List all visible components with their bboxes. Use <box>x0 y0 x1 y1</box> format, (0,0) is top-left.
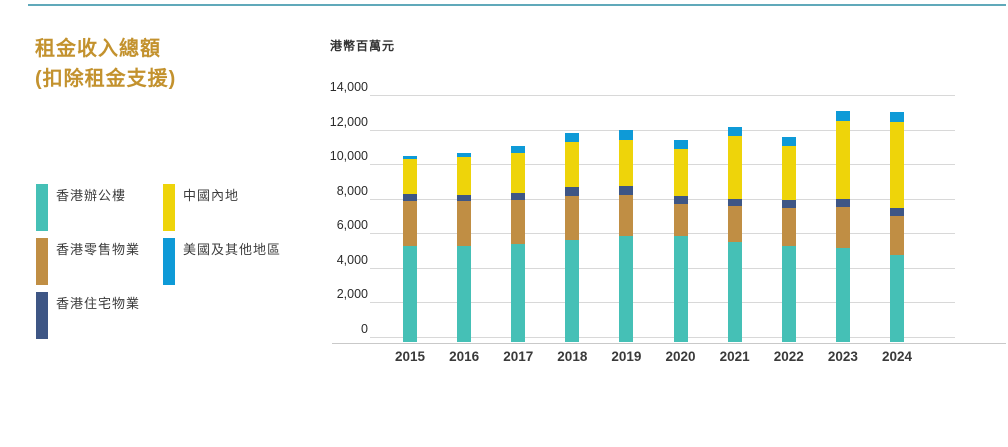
legend-label-retail: 香港零售物業 <box>56 242 141 257</box>
chart-title-line1: 租金收入總額 <box>35 38 161 60</box>
gridline-2,000 <box>370 302 955 304</box>
legend-swatch-office <box>36 184 48 231</box>
bar-segment-us-others-2022 <box>781 137 796 146</box>
bar-segment-retail-2021 <box>727 206 742 242</box>
y-tick-label: 4,000 <box>336 252 368 267</box>
y-tick-label: 2,000 <box>336 287 368 302</box>
bar-segment-us-others-2019 <box>619 129 634 140</box>
bar-segment-us-others-2024 <box>889 112 904 123</box>
y-tick-label: 10,000 <box>329 149 368 164</box>
bar-segment-mainland-2019 <box>619 139 634 187</box>
bar-segment-retail-2022 <box>781 207 796 246</box>
bar-segment-residential-2021 <box>727 198 742 207</box>
bar-segment-us-others-2021 <box>727 126 742 137</box>
bar-segment-retail-2018 <box>565 195 580 241</box>
chart-title: 租金收入總額 (扣除租金支援) <box>35 34 176 94</box>
bar-segment-us-others-2015 <box>403 156 417 159</box>
bar-segment-us-others-2016 <box>457 153 472 157</box>
y-tick-label: 0 <box>361 322 368 336</box>
bar-segment-retail-2020 <box>673 203 688 237</box>
bar-segment-retail-2019 <box>619 194 634 237</box>
bar-segment-residential-2023 <box>835 198 850 207</box>
legend-label-residential: 香港住宅物業 <box>56 296 141 311</box>
gridline-8,000 <box>370 198 955 200</box>
bar-segment-residential-2015 <box>403 193 417 201</box>
bar-segment-office-2017 <box>511 244 526 342</box>
bar-segment-mainland-2022 <box>781 145 796 201</box>
bar-segment-retail-2016 <box>457 201 472 246</box>
bar-segment-office-2016 <box>457 245 472 342</box>
bar-segment-us-others-2018 <box>565 132 580 142</box>
legend-label-office: 香港辦公樓 <box>56 188 127 203</box>
bar-segment-office-2019 <box>619 236 634 342</box>
legend-swatch-residential <box>36 292 48 339</box>
y-tick-label: 12,000 <box>329 114 368 129</box>
y-tick-label: 6,000 <box>336 218 368 233</box>
x-tick-label-2016: 2016 <box>449 349 480 364</box>
bar-segment-residential-2016 <box>457 195 472 202</box>
x-tick-label-2017: 2017 <box>503 349 534 364</box>
x-tick-label-2015: 2015 <box>394 349 426 364</box>
x-axis-line <box>332 343 1006 344</box>
bar-segment-residential-2020 <box>673 196 688 204</box>
legend-label-mainland: 中國內地 <box>183 188 240 203</box>
gridline-12,000 <box>370 129 955 131</box>
bar-segment-residential-2018 <box>565 187 580 196</box>
x-tick-label-2020: 2020 <box>665 349 696 364</box>
gridline-14,000 <box>370 95 955 96</box>
x-tick-label-2022: 2022 <box>773 349 804 364</box>
bar-segment-mainland-2018 <box>565 141 580 188</box>
bar-segment-retail-2023 <box>835 206 850 249</box>
bar-segment-mainland-2017 <box>511 152 526 193</box>
x-tick-label-2023: 2023 <box>827 349 858 364</box>
legend-label-us-others: 美國及其他地區 <box>183 242 282 257</box>
gridline-4,000 <box>370 267 955 269</box>
bar-segment-mainland-2024 <box>889 122 904 208</box>
gridline-6,000 <box>370 233 955 235</box>
bar-segment-mainland-2016 <box>457 156 472 196</box>
gridline-10,000 <box>370 164 955 166</box>
bar-segment-retail-2017 <box>511 200 526 245</box>
bar-segment-office-2015 <box>403 245 417 342</box>
bar-segment-office-2021 <box>727 241 742 342</box>
bar-segment-us-others-2017 <box>511 145 526 153</box>
legend-swatch-retail <box>36 238 48 285</box>
legend-swatch-mainland <box>163 184 175 231</box>
chart-title-line2: (扣除租金支援) <box>35 68 177 90</box>
x-tick-label-2018: 2018 <box>557 349 588 364</box>
bar-segment-office-2022 <box>781 245 796 342</box>
bar-segment-mainland-2015 <box>403 158 417 194</box>
x-tick-label-2019: 2019 <box>611 349 642 364</box>
x-tick-label-2024: 2024 <box>881 349 912 364</box>
bar-segment-residential-2019 <box>619 186 634 195</box>
y-tick-label: 14,000 <box>329 80 368 94</box>
bar-segment-office-2023 <box>835 248 850 342</box>
bar-segment-residential-2022 <box>781 200 796 208</box>
y-axis-unit-label: 港幣百萬元 <box>330 39 396 53</box>
bar-segment-office-2024 <box>889 254 904 342</box>
bar-segment-mainland-2023 <box>835 120 850 199</box>
gridline-0 <box>370 337 955 338</box>
bar-segment-us-others-2023 <box>835 111 850 121</box>
top-rule <box>28 4 1006 6</box>
bar-segment-retail-2015 <box>403 200 417 246</box>
bar-segment-mainland-2021 <box>727 136 742 199</box>
bar-segment-office-2018 <box>565 240 580 342</box>
legend-swatch-us-others <box>163 238 175 285</box>
bar-segment-us-others-2020 <box>673 140 688 150</box>
bar-segment-residential-2024 <box>889 207 904 217</box>
x-tick-label-2021: 2021 <box>719 349 750 364</box>
y-tick-label: 8,000 <box>336 183 368 198</box>
bar-segment-retail-2024 <box>889 216 904 255</box>
bar-segment-office-2020 <box>673 236 688 342</box>
bar-segment-mainland-2020 <box>673 149 688 197</box>
bar-segment-residential-2017 <box>511 192 526 201</box>
